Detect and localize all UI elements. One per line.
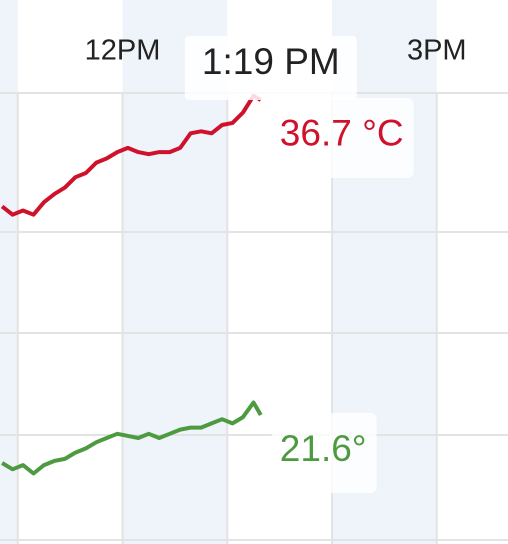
series-lines xyxy=(0,93,263,476)
x-tick-label: 12PM xyxy=(85,35,161,67)
horizontal-grid xyxy=(0,92,508,541)
tooltip-time: 1:19 PM xyxy=(202,41,340,82)
tooltip-value: 36.7 °C xyxy=(280,113,404,154)
series-line xyxy=(1,400,263,476)
tooltip-box xyxy=(184,36,357,100)
tooltip-value-box xyxy=(271,413,377,494)
x-tick-label: 3PM xyxy=(407,35,467,67)
x-tick-labels: 12PM 3PM xyxy=(85,35,467,67)
series-line xyxy=(0,93,262,217)
tooltip: 1:19 PM 36.7 °C 21.6° xyxy=(184,36,414,494)
tooltip-value-box xyxy=(271,97,414,178)
tooltip-value: 21.6° xyxy=(280,428,367,469)
hour-band xyxy=(0,0,18,544)
